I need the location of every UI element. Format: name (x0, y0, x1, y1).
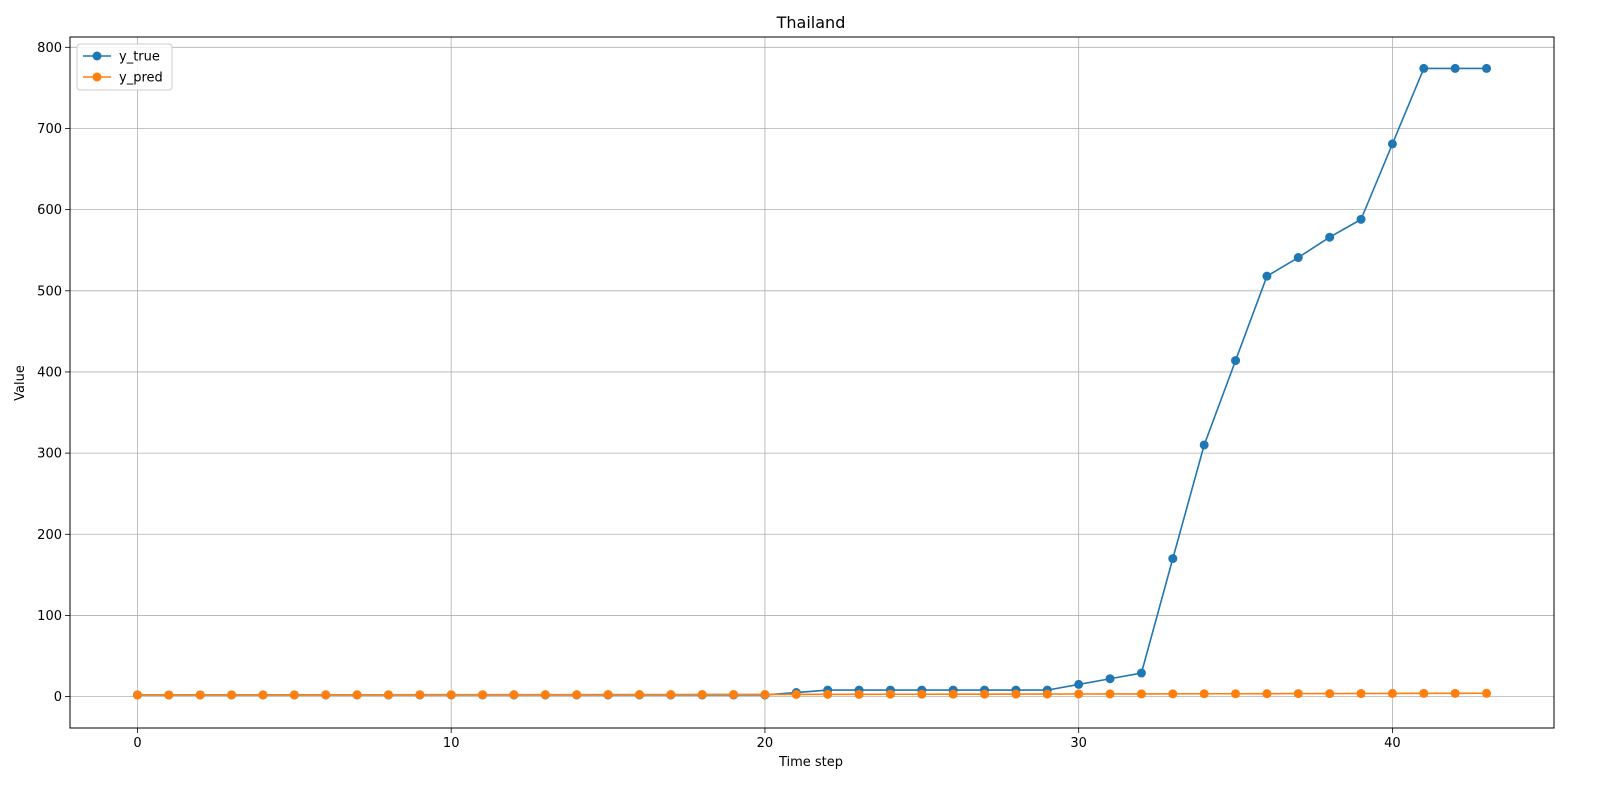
data-point-y_pred (321, 690, 331, 700)
data-point-y_pred (1262, 689, 1272, 699)
data-point-y_pred (258, 690, 268, 700)
x-tick-label: 30 (1070, 736, 1087, 751)
data-point-y_true (1262, 271, 1272, 281)
data-point-y_pred (1482, 688, 1492, 698)
y-tick-label: 300 (37, 447, 62, 462)
legend-label-y_pred: y_pred (119, 71, 163, 86)
data-point-y_true (1356, 214, 1366, 224)
data-point-y_pred (132, 690, 142, 700)
data-point-y_pred (917, 689, 927, 699)
legend-marker-y_true (92, 51, 102, 61)
data-point-y_pred (697, 689, 707, 699)
y-tick-label: 100 (37, 609, 62, 624)
data-point-y_pred (164, 690, 174, 700)
data-point-y_true (1387, 139, 1397, 149)
data-point-y_pred (1042, 689, 1052, 699)
data-point-y_pred (948, 689, 958, 699)
data-point-y_pred (1105, 689, 1115, 699)
data-point-y_pred (1168, 689, 1178, 699)
x-tick-label: 0 (133, 736, 141, 751)
data-point-y_pred (1387, 688, 1397, 698)
data-point-y_true (1136, 668, 1146, 678)
x-tick-label: 10 (443, 736, 460, 751)
chart-title: Thailand (776, 13, 846, 32)
data-point-y_true (1074, 679, 1084, 689)
x-axis-ticks: 0 10 20 30 40 (133, 728, 1401, 751)
data-point-y_pred (415, 690, 425, 700)
data-point-y_true (1231, 356, 1241, 366)
y-axis-ticks: 0 100 200 300 400 500 600 700 800 (37, 41, 70, 705)
data-point-y_pred (729, 689, 739, 699)
data-point-y_true (1105, 674, 1115, 684)
y-tick-label: 400 (37, 365, 62, 380)
y-tick-label: 600 (37, 203, 62, 218)
data-point-y_pred (383, 690, 393, 700)
data-point-y_pred (1011, 689, 1021, 699)
data-point-y_pred (352, 690, 362, 700)
y-tick-label: 0 (54, 690, 62, 705)
data-point-y_pred (572, 690, 582, 700)
grid (70, 37, 1554, 728)
data-point-y_pred (1293, 689, 1303, 699)
data-point-y_pred (980, 689, 990, 699)
data-point-y_pred (603, 690, 613, 700)
y-tick-label: 800 (37, 41, 62, 56)
data-point-y_pred (478, 690, 488, 700)
data-point-y_pred (854, 689, 864, 699)
data-point-y_pred (1356, 689, 1366, 699)
data-point-y_pred (195, 690, 205, 700)
data-point-y_pred (823, 689, 833, 699)
data-point-y_pred (885, 689, 895, 699)
series-group (132, 63, 1492, 700)
data-point-y_pred (1074, 689, 1084, 699)
data-point-y_true (1199, 440, 1209, 450)
data-point-y_pred (634, 690, 644, 700)
legend-marker-y_pred (92, 72, 102, 82)
data-point-y_pred (791, 689, 801, 699)
data-point-y_pred (1450, 688, 1460, 698)
data-point-y_pred (1419, 688, 1429, 698)
y-axis-label: Value (13, 365, 28, 401)
y-tick-label: 200 (37, 528, 62, 543)
data-point-y_true (1450, 63, 1460, 73)
data-point-y_pred (1199, 689, 1209, 699)
data-point-y_true (1482, 63, 1492, 73)
plot-area-frame (69, 36, 1555, 729)
data-point-y_pred (760, 689, 770, 699)
data-point-y_pred (540, 690, 550, 700)
data-point-y_true (1168, 554, 1178, 564)
data-point-y_pred (509, 690, 519, 700)
data-point-y_true (1419, 63, 1429, 73)
y-tick-label: 700 (37, 122, 62, 137)
data-point-y_true (1293, 253, 1303, 263)
data-point-y_pred (289, 690, 299, 700)
y-tick-label: 500 (37, 284, 62, 299)
data-point-y_pred (446, 690, 456, 700)
data-point-y_pred (666, 690, 676, 700)
data-point-y_pred (1231, 689, 1241, 699)
x-tick-label: 40 (1384, 736, 1401, 751)
data-point-y_true (1325, 232, 1335, 242)
series-line-y_pred (137, 692, 1487, 696)
x-tick-label: 20 (757, 736, 774, 751)
data-point-y_pred (227, 690, 237, 700)
legend: y_true y_pred (76, 43, 173, 91)
data-point-y_pred (1325, 689, 1335, 699)
series-y_pred (132, 688, 1492, 700)
data-point-y_pred (1136, 689, 1146, 699)
x-axis-label: Time step (778, 755, 843, 770)
legend-label-y_true: y_true (119, 50, 160, 65)
